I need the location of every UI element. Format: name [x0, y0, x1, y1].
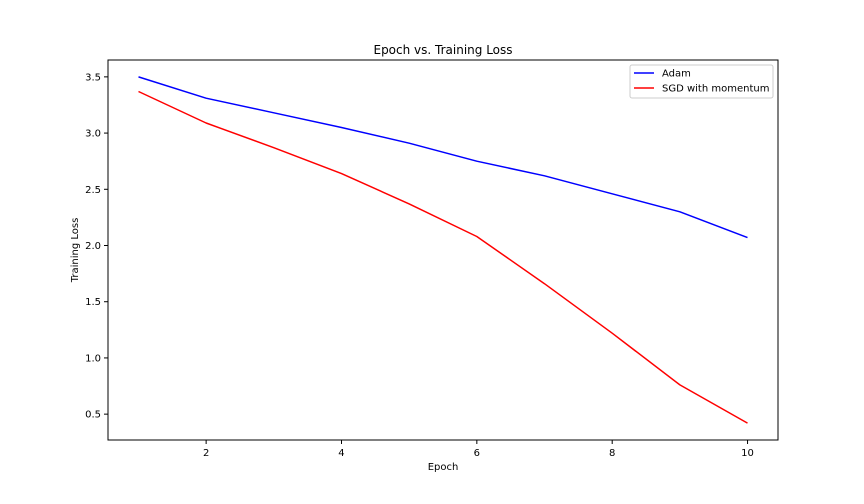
- x-axis: 2 4 6 8 10: [203, 440, 754, 459]
- y-axis: 0.5 1.0 1.5 2.0 2.5 3.0 3.5: [85, 72, 108, 421]
- x-tick-label: 6: [474, 448, 480, 459]
- legend: Adam SGD with momentum: [629, 64, 774, 99]
- series-line-sgd-with-momentum: [138, 90, 748, 424]
- x-tick-label: 2: [203, 448, 209, 459]
- y-tick-label: 3.0: [85, 129, 101, 140]
- y-axis-title: Training Loss: [70, 218, 81, 284]
- y-tick-label: 1.5: [85, 297, 101, 308]
- plot-area: 2 4 6 8 10 0.5 1.0 1.5 2.0 2.5 3.0 3.5: [85, 59, 779, 459]
- legend-label: SGD with momentum: [662, 84, 769, 95]
- y-tick-label: 3.5: [85, 72, 101, 83]
- y-tick-label: 0.5: [85, 410, 101, 421]
- chart-title: Epoch vs. Training Loss: [373, 43, 512, 57]
- plot-frame: [107, 59, 779, 441]
- x-axis-title: Epoch: [428, 462, 459, 473]
- legend-label: Adam: [662, 69, 691, 80]
- y-tick-label: 1.0: [85, 353, 101, 364]
- legend-box: [629, 64, 774, 99]
- x-tick-label: 8: [609, 448, 615, 459]
- x-tick-label: 10: [741, 448, 754, 459]
- y-tick-label: 2.0: [85, 241, 101, 252]
- series-lines: [138, 76, 748, 424]
- x-tick-label: 4: [338, 448, 344, 459]
- y-tick-label: 2.5: [85, 185, 101, 196]
- series-line-adam: [138, 76, 748, 239]
